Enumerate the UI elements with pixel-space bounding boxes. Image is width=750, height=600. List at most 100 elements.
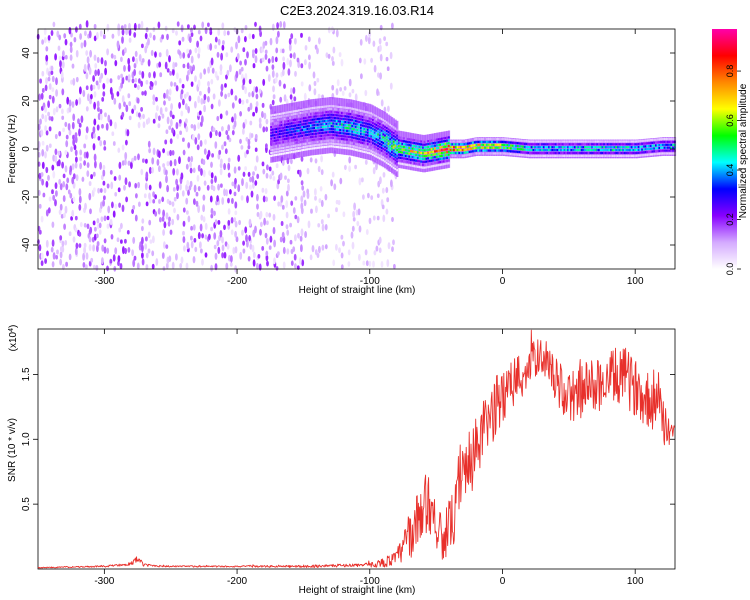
heatmap-cell — [285, 103, 288, 160]
heatmap-cell — [294, 196, 298, 201]
heatmap-cell — [99, 113, 103, 121]
heatmap-cell — [207, 86, 211, 94]
heatmap-cell — [515, 138, 518, 158]
heatmap-cell — [265, 211, 269, 218]
heatmap-cell — [354, 148, 357, 151]
heatmap-x-ticks: -300 -200 -100 0 100 — [94, 29, 644, 287]
heatmap-cell — [315, 106, 317, 109]
heatmap-cell — [316, 106, 319, 109]
heatmap-cell — [360, 109, 362, 112]
heatmap-cell — [84, 30, 87, 37]
heatmap-cell — [470, 147, 473, 150]
heatmap-cell — [308, 136, 311, 139]
heatmap-cell — [435, 161, 438, 164]
heatmap-cell — [553, 146, 556, 149]
heatmap-cell — [376, 215, 380, 221]
heatmap-cell — [389, 143, 392, 147]
heatmap-cell — [523, 148, 526, 151]
heatmap-cell — [320, 134, 323, 137]
heatmap-cell — [282, 56, 285, 62]
heatmap-cell — [280, 118, 283, 121]
heatmap-cell — [408, 164, 411, 167]
heatmap-cell — [140, 107, 144, 112]
heatmap-cell — [315, 126, 317, 129]
heatmap-cell — [535, 151, 538, 155]
heatmap-cell — [75, 26, 78, 33]
heatmap-cell — [340, 264, 344, 270]
heatmap-cell — [241, 83, 245, 91]
snr-scale-open-paren: ( — [8, 347, 19, 351]
heatmap-cell — [265, 237, 269, 245]
heatmap-cell — [537, 140, 540, 143]
heatmap-cell — [516, 142, 519, 145]
heatmap-cell — [515, 144, 518, 148]
heatmap-cell — [319, 186, 323, 192]
heatmap-cell — [415, 139, 418, 142]
heatmap-cell — [608, 140, 611, 143]
heatmap-cell — [203, 104, 207, 113]
heatmap-cell — [50, 29, 54, 37]
heatmap-cell — [634, 154, 637, 157]
heatmap-cell — [51, 75, 55, 83]
heatmap-cell — [140, 80, 144, 87]
heatmap-cell — [278, 138, 281, 141]
heatmap-cell — [250, 133, 254, 138]
heatmap-cell — [610, 140, 612, 143]
heatmap-cell — [59, 258, 62, 266]
heatmap-cell — [620, 154, 623, 157]
heatmap-cell — [337, 128, 340, 131]
heatmap-cell — [480, 138, 483, 141]
heatmap-cell — [370, 141, 373, 144]
heatmap-cell — [446, 136, 449, 139]
heatmap-cell — [629, 154, 631, 157]
heatmap-cell — [392, 146, 395, 149]
heatmap-cell — [316, 138, 319, 141]
heatmap-cell — [285, 137, 288, 140]
heatmap-cell — [380, 135, 383, 138]
heatmap-cell — [301, 143, 304, 146]
heatmap-cell — [117, 147, 121, 153]
heatmap-cell — [618, 143, 621, 146]
heatmap-cell — [537, 151, 540, 155]
heatmap-cells — [36, 20, 677, 273]
heatmap-cell — [373, 131, 376, 134]
heatmap-cell — [252, 171, 255, 176]
heatmap-cell — [294, 133, 297, 136]
heatmap-cell — [546, 140, 549, 143]
heatmap-cell — [611, 151, 614, 155]
heatmap-cell — [303, 148, 305, 151]
heatmap-cell — [410, 150, 412, 153]
heatmap-cell — [58, 131, 62, 137]
heatmap-cell — [272, 137, 274, 140]
heatmap-cell — [644, 148, 647, 151]
heatmap-cell — [304, 44, 308, 51]
heatmap-cell — [460, 143, 462, 146]
heatmap-cell — [273, 136, 276, 140]
heatmap-cell — [370, 57, 373, 63]
heatmap-cell — [453, 143, 455, 146]
heatmap-cell — [394, 130, 397, 133]
heatmap-cell — [639, 142, 642, 146]
heatmap-cell — [385, 138, 388, 141]
heatmap-cell — [227, 208, 231, 215]
heatmap-cell — [394, 167, 397, 170]
heatmap-cell — [330, 145, 333, 148]
heatmap-cell — [354, 108, 357, 111]
x-tick-label: -300 — [94, 276, 114, 287]
heatmap-cell — [313, 127, 316, 130]
heatmap-cell — [176, 21, 180, 27]
heatmap-cell — [317, 165, 321, 173]
heatmap-cell — [430, 165, 433, 168]
heatmap-cell — [506, 138, 509, 141]
heatmap-cell — [157, 21, 161, 29]
heatmap-cell — [239, 60, 243, 66]
heatmap-cell — [506, 137, 509, 157]
heatmap-cell — [278, 147, 281, 150]
heatmap-cell — [51, 87, 55, 92]
heatmap-cell — [278, 127, 281, 130]
heatmap-cell — [248, 235, 252, 242]
heatmap-cell — [542, 143, 545, 146]
heatmap-cell — [100, 216, 104, 222]
heatmap-cell — [382, 130, 385, 133]
heatmap-cell — [245, 136, 249, 142]
